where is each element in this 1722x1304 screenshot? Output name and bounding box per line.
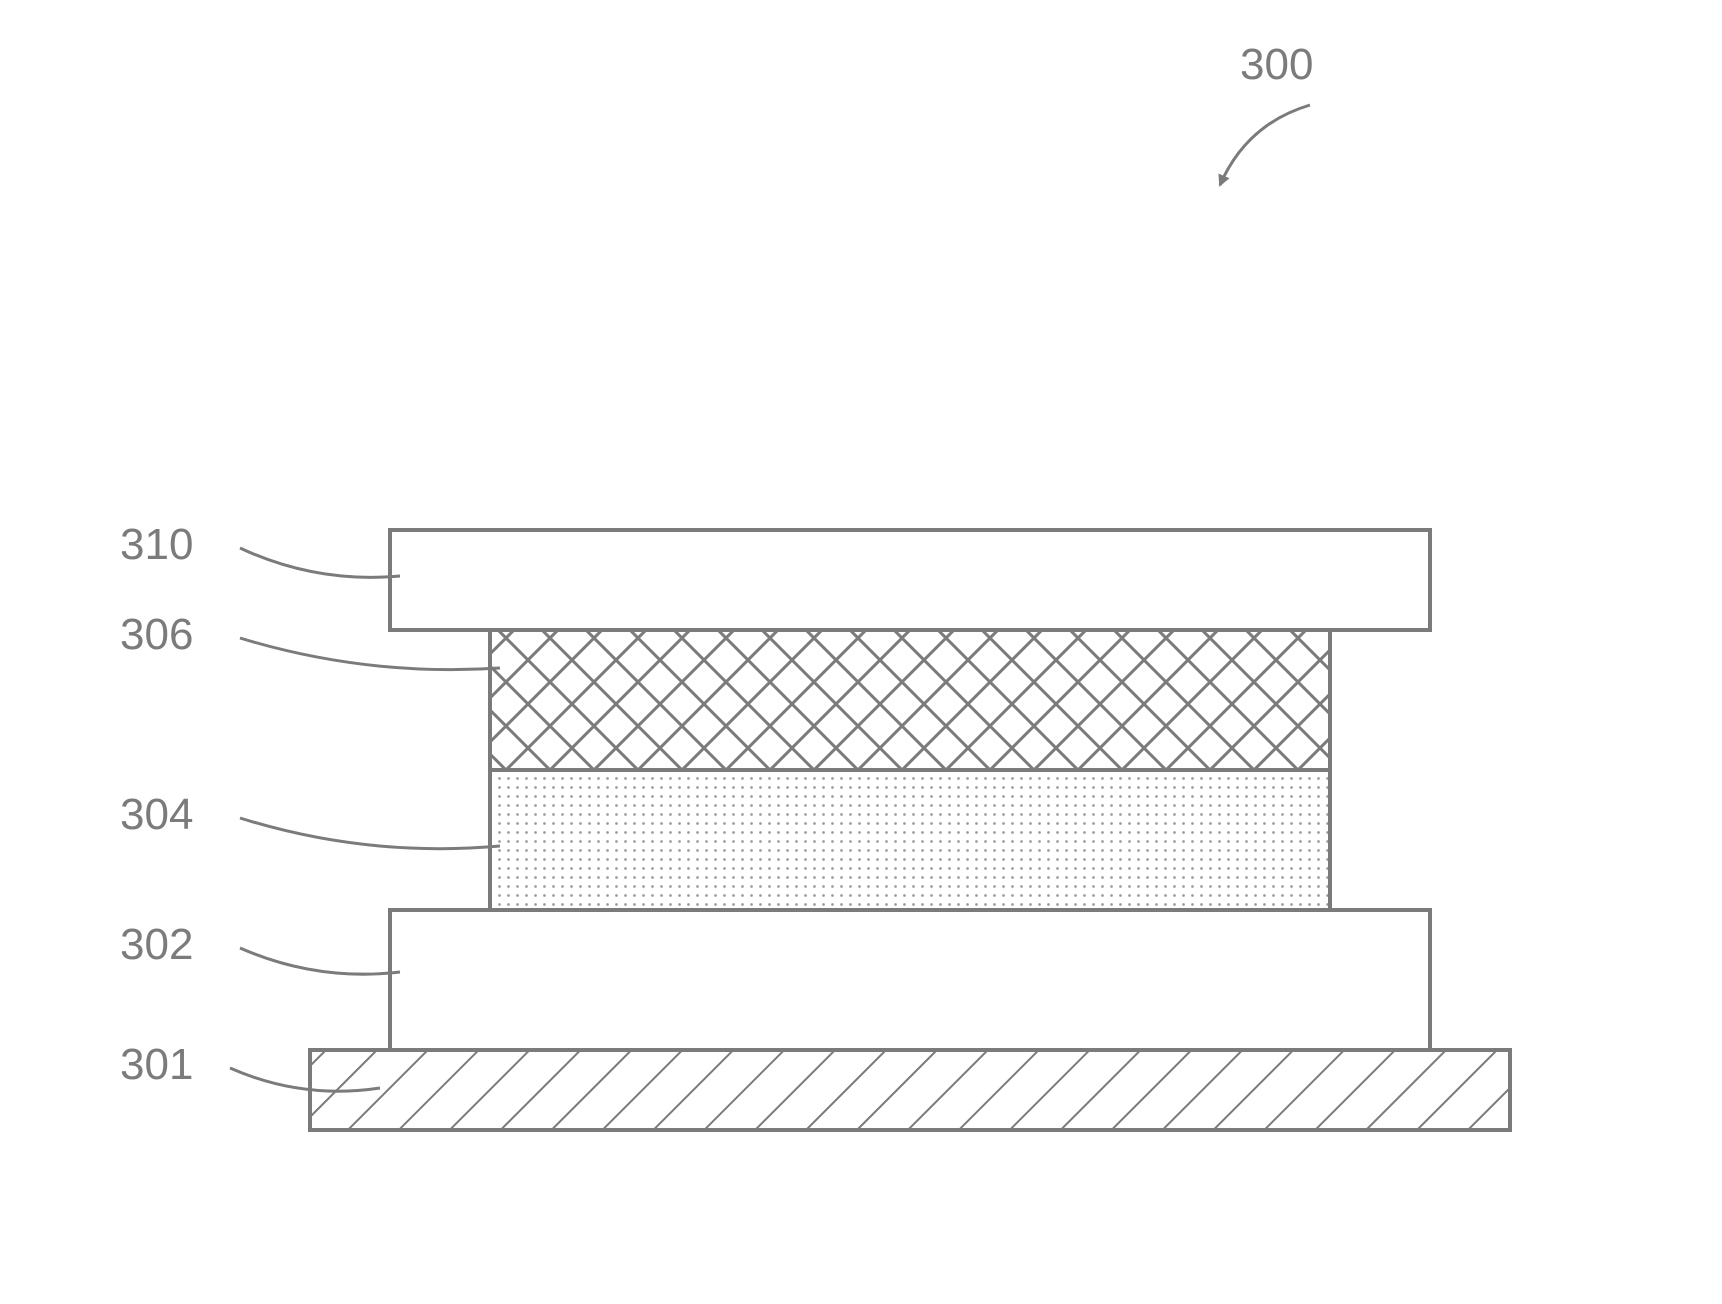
layer-310	[390, 530, 1430, 630]
figure-canvas: 301 302 304 306 310 300	[0, 0, 1722, 1304]
leader-302	[240, 948, 400, 974]
layer-306	[490, 630, 1330, 770]
leader-304	[240, 818, 500, 849]
assembly-arrow	[1220, 105, 1310, 185]
layer-302	[390, 910, 1430, 1050]
leader-306	[240, 638, 500, 670]
label-301: 301	[120, 1040, 193, 1090]
layer-301	[310, 1050, 1510, 1130]
label-304: 304	[120, 790, 193, 840]
label-310: 310	[120, 520, 193, 570]
leader-301	[230, 1068, 380, 1091]
layer-304	[490, 770, 1330, 910]
label-assembly: 300	[1240, 40, 1313, 90]
label-302: 302	[120, 920, 193, 970]
label-306: 306	[120, 610, 193, 660]
leader-310	[240, 548, 400, 577]
